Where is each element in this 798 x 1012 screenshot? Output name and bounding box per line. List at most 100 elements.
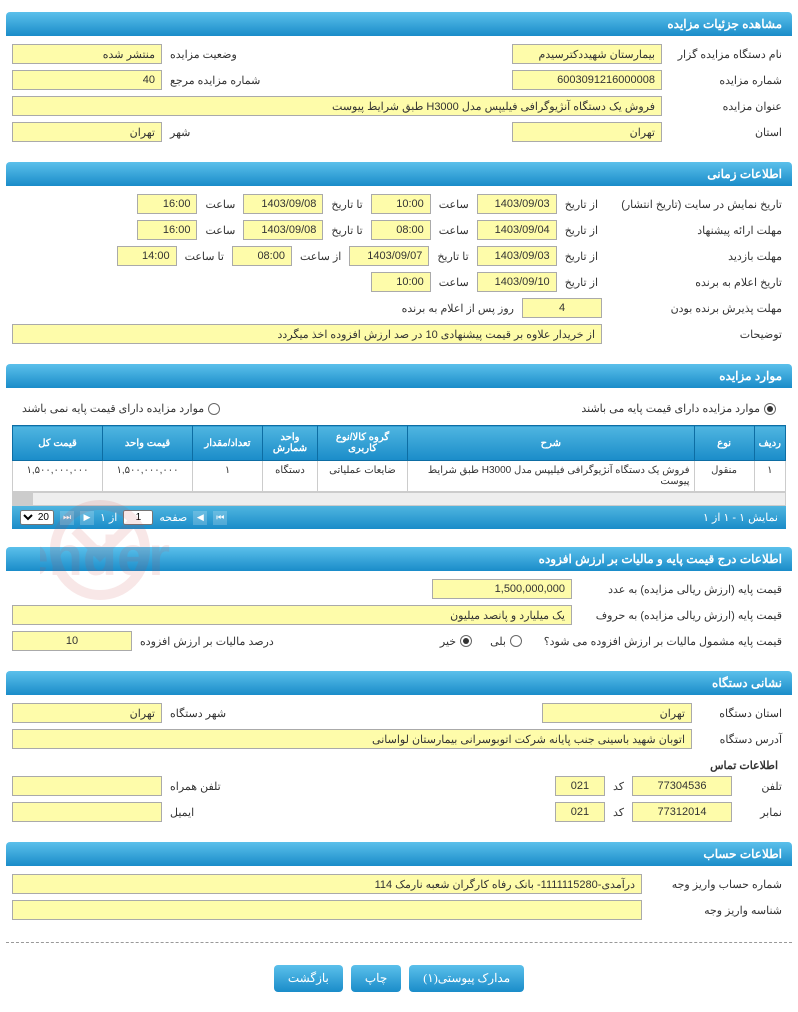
attach-button[interactable]: مدارک پیوستی(۱) <box>409 965 524 992</box>
offer-from-time: 08:00 <box>371 220 431 240</box>
title-label: عنوان مزایده <box>666 100 786 113</box>
section-price-header: اطلاعات درج قیمت پایه و مالیات بر ارزش ا… <box>6 547 792 571</box>
cell-total: ۱,۵۰۰,۰۰۰,۰۰۰ <box>13 461 103 492</box>
visit-label: مهلت بازدید <box>606 250 786 263</box>
pager-next-icon[interactable]: ▶ <box>80 511 94 525</box>
radio-with-base-label: موارد مزایده دارای قیمت پایه می باشند <box>581 402 760 415</box>
acc-id-value <box>12 900 642 920</box>
ref-label: شماره مزایده مرجع <box>166 74 264 87</box>
items-table: ردیف نوع شرح گروه کالا/نوع کاربری واحد ش… <box>12 425 786 492</box>
radio-without-base-label: موارد مزایده دارای قیمت پایه نمی باشند <box>22 402 204 415</box>
accept-unit: روز پس از اعلام به برنده <box>398 302 518 315</box>
radio-icon <box>510 635 522 647</box>
phone-code: 021 <box>555 776 605 796</box>
th-uprice: قیمت واحد <box>103 426 193 461</box>
pager-page-input[interactable] <box>123 510 153 525</box>
winner-time: 10:00 <box>371 272 431 292</box>
pager-last-icon[interactable]: ⏭ <box>60 511 74 525</box>
cell-group: ضایعات عملیاتی <box>318 461 408 492</box>
pager-page-lbl: صفحه <box>159 511 187 524</box>
hour-label-3: ساعت <box>435 224 473 237</box>
price-word-label: قیمت پایه (ارزش ریالی مزایده) به حروف <box>576 609 786 622</box>
th-group: گروه کالا/نوع کاربری <box>318 426 408 461</box>
cell-idx: ۱ <box>754 461 785 492</box>
city-value: تهران <box>12 122 162 142</box>
visit-to-time: 14:00 <box>117 246 177 266</box>
fax-label: نمابر <box>736 806 786 819</box>
contact-title: اطلاعات تماس <box>12 755 786 776</box>
from-label-3: از تاریخ <box>561 250 602 263</box>
radio-without-base[interactable]: موارد مزایده دارای قیمت پایه نمی باشند <box>22 402 220 415</box>
publish-to-time: 16:00 <box>137 194 197 214</box>
pager-size-select[interactable]: 20 <box>20 510 54 525</box>
radio-with-base[interactable]: موارد مزایده دارای قیمت پایه می باشند <box>581 402 776 415</box>
num-value: 6003091216000008 <box>512 70 662 90</box>
email-label: ایمیل <box>166 806 198 819</box>
acc-id-label: شناسه واریز وجه <box>646 904 786 917</box>
section-items-header: موارد مزایده <box>6 364 792 388</box>
city-label: شهر <box>166 126 194 139</box>
cell-type: منقول <box>694 461 754 492</box>
price-num-label: قیمت پایه (ارزش ریالی مزایده) به عدد <box>576 583 786 596</box>
notes-label: توضیحات <box>606 328 786 341</box>
from-hour-label: از ساعت <box>296 250 345 263</box>
table-hscroll[interactable] <box>12 492 786 506</box>
pager-first-icon[interactable]: ⏮ <box>213 511 227 525</box>
hour-label-2: ساعت <box>201 198 239 211</box>
pager-of: از ۱ <box>100 511 117 524</box>
to-label-2: تا تاریخ <box>327 224 366 237</box>
winner-date: 1403/09/10 <box>477 272 557 292</box>
price-word-value: یک میلیارد و پانصد میلیون <box>12 605 572 625</box>
addr-label: آدرس دستگاه <box>696 733 786 746</box>
to-label-3: تا تاریخ <box>433 250 472 263</box>
pager-prev-icon[interactable]: ◀ <box>193 511 207 525</box>
code-label: کد <box>609 780 628 793</box>
notes-value: از خریدار علاوه بر قیمت پیشنهادی 10 در ص… <box>12 324 602 344</box>
mobile-value <box>12 776 162 796</box>
divider <box>6 942 792 943</box>
status-value: منتشر شده <box>12 44 162 64</box>
fax-value: 77312014 <box>632 802 732 822</box>
cell-unit: دستگاه <box>263 461 318 492</box>
table-pager: نمایش ۱ - ۱ از ۱ ⏮ ◀ صفحه از ۱ ▶ ⏭ 20 <box>12 506 786 529</box>
phone-label: تلفن <box>736 780 786 793</box>
print-button[interactable]: چاپ <box>351 965 401 992</box>
section-time-header: اطلاعات زمانی <box>6 162 792 186</box>
hour-label-5: ساعت <box>435 276 473 289</box>
th-unit: واحد شمارش <box>263 426 318 461</box>
status-label: وضعیت مزایده <box>166 48 241 61</box>
winner-label: تاریخ اعلام به برنده <box>606 276 786 289</box>
pager-info: نمایش ۱ - ۱ از ۱ <box>703 511 778 524</box>
addr-city: تهران <box>12 703 162 723</box>
publish-label: تاریخ نمایش در سایت (تاریخ انتشار) <box>606 198 786 211</box>
th-qty: تعداد/مقدار <box>193 426 263 461</box>
radio-vat-yes[interactable]: بلی <box>490 635 522 648</box>
accept-label: مهلت پذیرش برنده بودن <box>606 302 786 315</box>
section-address-body: استان دستگاه تهران شهر دستگاه تهران آدرس… <box>6 695 792 836</box>
acc-value: درآمدی-1111115280- بانک رفاه کارگران شعب… <box>12 874 642 894</box>
radio-vat-no[interactable]: خیر <box>440 635 472 648</box>
cell-uprice: ۱,۵۰۰,۰۰۰,۰۰۰ <box>103 461 193 492</box>
mobile-label: تلفن همراه <box>166 780 225 793</box>
section-price-body: قیمت پایه (ارزش ریالی مزایده) به عدد 1,5… <box>6 571 792 665</box>
province-label: استان <box>666 126 786 139</box>
visit-from-time: 08:00 <box>232 246 292 266</box>
section-items-body: موارد مزایده دارای قیمت پایه می باشند مو… <box>6 388 792 541</box>
vat-pct-value: 10 <box>12 631 132 651</box>
table-row[interactable]: ۱ منقول فروش یک دستگاه آنژیوگرافی فیلیپس… <box>13 461 786 492</box>
th-desc: شرح <box>408 426 695 461</box>
th-type: نوع <box>694 426 754 461</box>
back-button[interactable]: بازگشت <box>274 965 343 992</box>
radio-icon <box>208 403 220 415</box>
vat-q-label: قیمت پایه مشمول مالیات بر ارزش افزوده می… <box>526 635 786 648</box>
hour-label-4: ساعت <box>201 224 239 237</box>
section-details-body: نام دستگاه مزایده گزار بیمارستان شهیددکت… <box>6 36 792 156</box>
addr-city-label: شهر دستگاه <box>166 707 230 720</box>
section-address-header: نشانی دستگاه <box>6 671 792 695</box>
code-label-2: کد <box>609 806 628 819</box>
num-label: شماره مزایده <box>666 74 786 87</box>
vat-no-label: خیر <box>440 635 456 648</box>
price-num-value: 1,500,000,000 <box>432 579 572 599</box>
th-idx: ردیف <box>754 426 785 461</box>
from-label-4: از تاریخ <box>561 276 602 289</box>
